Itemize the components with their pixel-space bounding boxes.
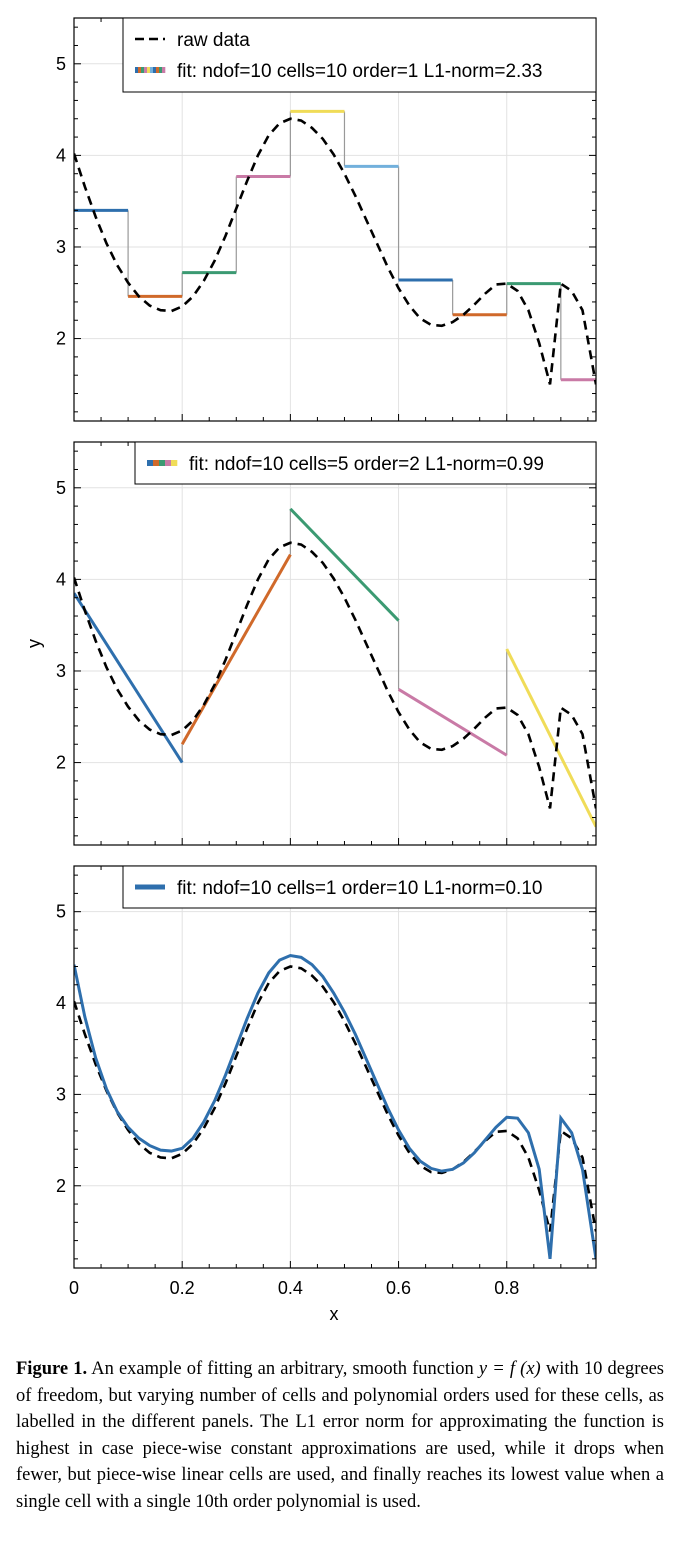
y-tick-label: 5	[56, 902, 66, 922]
y-tick-label: 5	[56, 54, 66, 74]
legend-handle-swatch	[141, 67, 145, 73]
figure-panels: 2 3 4 5 raw data fit: ndof=10 cells=10 order=…	[24, 17, 597, 1324]
fit-curve	[74, 953, 596, 1260]
raw-data-line	[74, 965, 596, 1232]
y-tick-label: 2	[56, 329, 66, 349]
legend-handle-swatch	[144, 67, 148, 73]
axes-frame	[73, 865, 597, 1269]
raw-data-line	[74, 541, 596, 809]
x-tick-label: 0.6	[386, 1278, 411, 1298]
panel-top: 2 3 4 5 raw data fit: ndof=10 cells=10 order=…	[56, 17, 597, 422]
legend-box	[134, 441, 597, 485]
panel-bottom: 2 3 4 5 0 0.2 0.4 0.6 0.8 x fit: ndof=10 cells=1 o…	[56, 865, 597, 1324]
y-tick-label: 4	[56, 993, 66, 1013]
y-tick-label: 4	[56, 145, 66, 165]
legend: fit: ndof=10 cells=5 order=2 L1-norm=0.9…	[134, 441, 597, 485]
legend-handle-swatch	[153, 67, 157, 73]
panel-middle: 2 3 4 5 y fit: ndof=10 cells=5 order=2 L1-nor…	[24, 441, 597, 846]
legend-box	[122, 865, 597, 909]
legend-label: raw data	[177, 30, 250, 51]
legend-handle-swatch	[159, 460, 166, 466]
x-axis-label: x	[330, 1304, 339, 1324]
legend-handle-swatch	[156, 67, 160, 73]
y-tick-label: 3	[56, 1084, 66, 1104]
y-tick-label: 5	[56, 478, 66, 498]
x-tick-label: 0.4	[278, 1278, 303, 1298]
legend-label: fit: ndof=10 cells=1 order=10 L1-norm=0.…	[177, 878, 542, 899]
plot-area	[74, 109, 596, 385]
fit-segment	[397, 688, 508, 757]
fit-segment	[505, 648, 596, 828]
caption-text-2: with 10 degrees of freedom, but varying …	[16, 1359, 664, 1512]
legend: raw data fit: ndof=10 cells=10 order=1 L1…	[122, 17, 597, 93]
y-tick-label: 3	[56, 237, 66, 257]
legend-label: fit: ndof=10 cells=5 order=2 L1-norm=0.9…	[189, 454, 544, 475]
y-tick-label: 4	[56, 569, 66, 589]
legend-handle-swatch	[159, 67, 163, 73]
legend-box	[122, 17, 597, 93]
y-tick-label: 3	[56, 661, 66, 681]
caption-label: Figure 1.	[16, 1359, 88, 1379]
axes-frame	[73, 441, 597, 846]
legend-handle-swatch	[150, 67, 154, 73]
legend-handle-swatch	[138, 67, 142, 73]
y-tick-label: 2	[56, 753, 66, 773]
x-tick-label: 0	[69, 1278, 79, 1298]
fit-segment	[289, 507, 400, 622]
legend-handle-swatch	[171, 460, 178, 466]
y-tick-label: 2	[56, 1176, 66, 1196]
x-tick-label: 0.2	[170, 1278, 195, 1298]
legend-handle-swatch	[153, 460, 160, 466]
caption-math: y = f (x)	[478, 1359, 541, 1379]
plot-area	[74, 507, 596, 828]
figure-caption: Figure 1. An example of fitting an arbit…	[16, 1356, 664, 1515]
fit-segment	[74, 592, 184, 764]
plot-area	[74, 953, 596, 1260]
y-axis-label: y	[24, 639, 44, 648]
x-tick-label: 0.8	[494, 1278, 519, 1298]
legend-handle-swatch	[135, 67, 139, 73]
fit-segment	[180, 553, 292, 745]
legend: fit: ndof=10 cells=1 order=10 L1-norm=0.…	[122, 865, 597, 909]
legend-handle-swatch	[165, 460, 172, 466]
legend-label: fit: ndof=10 cells=10 order=1 L1-norm=2.…	[177, 61, 542, 82]
caption-text-1: An example of fitting an arbitrary, smoo…	[87, 1359, 479, 1379]
legend-handle-swatch	[162, 67, 166, 73]
legend-handle-swatch	[147, 460, 154, 466]
legend-handle-swatch	[147, 67, 151, 73]
raw-data-line	[74, 117, 596, 385]
